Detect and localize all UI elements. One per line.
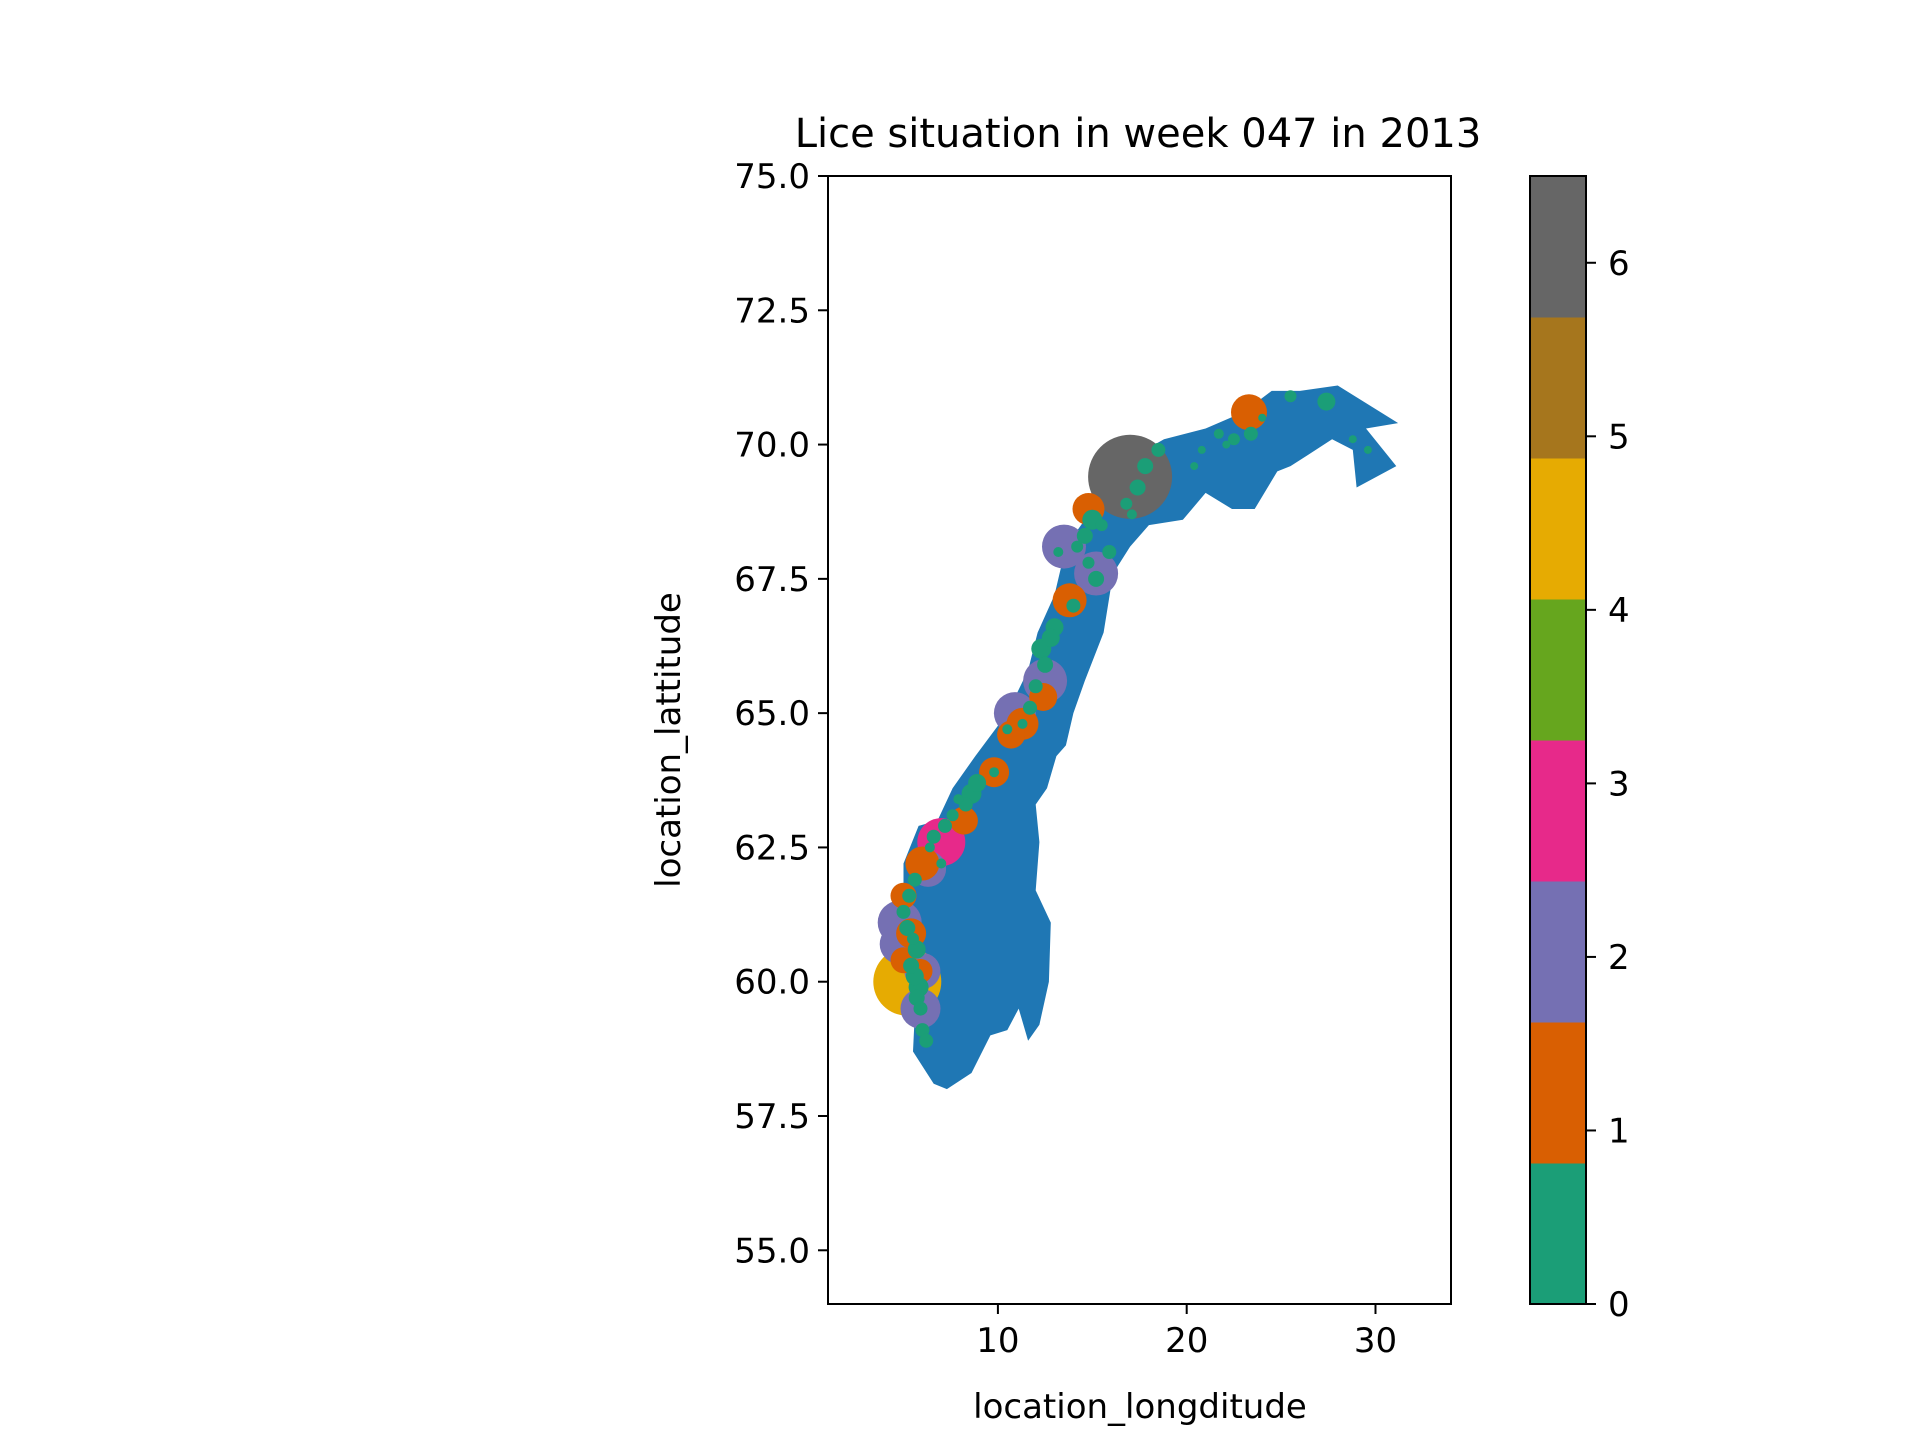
x-tick-label: 10 bbox=[976, 1321, 1019, 1361]
y-tick-label: 62.5 bbox=[734, 828, 810, 868]
plot-background bbox=[828, 176, 1451, 1304]
scatter-point bbox=[1227, 433, 1240, 446]
colorbar-band bbox=[1530, 458, 1586, 600]
land-polygon bbox=[901, 385, 1399, 1090]
scatter-point bbox=[1053, 547, 1064, 557]
scatter-point bbox=[1222, 440, 1231, 449]
scatter-point bbox=[1129, 479, 1146, 496]
scatter-point bbox=[919, 1033, 934, 1048]
colorbar-band bbox=[1530, 740, 1586, 882]
scatter-point bbox=[1042, 524, 1086, 569]
scatter-point bbox=[1243, 426, 1258, 441]
colorbar-tick-label: 2 bbox=[1608, 938, 1630, 978]
scatter-point bbox=[946, 809, 959, 822]
colorbar-band bbox=[1530, 1163, 1586, 1305]
scatter-point bbox=[902, 888, 917, 903]
colorbar-frame bbox=[1529, 175, 1587, 1305]
scatter-point bbox=[1037, 656, 1054, 673]
scatter-points bbox=[873, 390, 1372, 1048]
scatter-point bbox=[907, 932, 919, 945]
colorbar-band bbox=[1530, 881, 1586, 1023]
colorbar-tick-label: 1 bbox=[1608, 1111, 1630, 1151]
scatter-point bbox=[1197, 445, 1206, 454]
scatter-point bbox=[1076, 527, 1093, 544]
scatter-point bbox=[953, 794, 964, 805]
scatter-point bbox=[1126, 509, 1137, 520]
scatter-point bbox=[1017, 718, 1028, 729]
colorbar: 0 1 2 3 4 5 6 bbox=[1529, 175, 1630, 1325]
scatter-point bbox=[1102, 545, 1117, 559]
scatter-point bbox=[896, 904, 911, 919]
scatter-point bbox=[907, 940, 926, 959]
plot-frame bbox=[827, 175, 1452, 1305]
y-tick-label: 75.0 bbox=[734, 157, 810, 197]
chart-title: Lice situation in week 047 in 2013 bbox=[795, 111, 1482, 157]
scatter-point bbox=[1088, 570, 1105, 587]
colorbar-bands bbox=[1530, 176, 1586, 1305]
plot-area bbox=[827, 175, 1452, 1305]
scatter-point bbox=[1213, 428, 1224, 439]
scatter-point bbox=[1066, 598, 1081, 613]
scatter-point bbox=[936, 858, 947, 869]
scatter-point bbox=[989, 767, 1000, 778]
scatter-point bbox=[1041, 628, 1060, 647]
y-tick-label: 65.0 bbox=[734, 694, 810, 734]
scatter-point bbox=[1028, 679, 1043, 694]
scatter-point bbox=[1190, 462, 1199, 471]
scatter-point bbox=[1095, 519, 1108, 532]
y-tick-label: 60.0 bbox=[734, 963, 810, 1003]
y-tick-label: 72.5 bbox=[734, 291, 810, 331]
colorbar-band bbox=[1530, 599, 1586, 741]
scatter-point bbox=[1082, 556, 1095, 569]
scatter-point bbox=[1348, 435, 1357, 444]
scatter-point bbox=[1231, 394, 1267, 431]
scatter-point bbox=[1071, 540, 1084, 553]
colorbar-tick-label: 4 bbox=[1608, 591, 1630, 631]
x-tick-label: 20 bbox=[1165, 1321, 1208, 1361]
y-tick-label: 55.0 bbox=[734, 1231, 810, 1271]
scatter-point bbox=[907, 872, 922, 887]
scatter-point bbox=[1363, 445, 1372, 454]
x-axis-label: location_longditude bbox=[973, 1387, 1307, 1427]
scatter-point bbox=[938, 818, 952, 833]
x-tick-label: 30 bbox=[1354, 1321, 1397, 1361]
scatter-point bbox=[915, 1023, 930, 1038]
colorbar-band bbox=[1530, 317, 1586, 459]
colorbar-tick-label: 6 bbox=[1608, 244, 1630, 284]
scatter-point bbox=[903, 957, 920, 974]
scatter-point bbox=[1258, 413, 1267, 422]
y-tick-label: 57.5 bbox=[734, 1097, 810, 1137]
colorbar-tick-label: 0 bbox=[1608, 1285, 1630, 1325]
scatter-point bbox=[1002, 724, 1013, 735]
scatter-point bbox=[924, 842, 935, 853]
colorbar-tick-label: 3 bbox=[1608, 764, 1630, 804]
x-axis: 10 20 30 bbox=[976, 1304, 1397, 1361]
y-axis-label: location_lattitude bbox=[649, 592, 689, 888]
scatter-point bbox=[1023, 700, 1037, 715]
scatter-point bbox=[899, 920, 916, 936]
scatter-point bbox=[1151, 442, 1166, 457]
colorbar-band bbox=[1530, 1022, 1586, 1164]
scatter-point bbox=[1284, 390, 1297, 403]
scatter-point bbox=[968, 774, 987, 792]
y-tick-label: 70.0 bbox=[734, 426, 810, 466]
scatter-point bbox=[1088, 434, 1173, 519]
scatter-point bbox=[1120, 497, 1133, 510]
scatter-point bbox=[913, 1001, 928, 1016]
colorbar-ticks: 0 1 2 3 4 5 6 bbox=[1586, 244, 1630, 1325]
y-tick-label: 67.5 bbox=[734, 560, 810, 600]
scatter-point bbox=[1317, 392, 1336, 411]
colorbar-band bbox=[1530, 176, 1586, 318]
colorbar-tick-label: 5 bbox=[1608, 417, 1630, 457]
scatter-point bbox=[1137, 458, 1154, 475]
scatter-point bbox=[926, 829, 941, 844]
y-axis: 55.0 57.5 60.0 62.5 65.0 67.5 70.0 72.5 75.0 bbox=[734, 157, 828, 1271]
scatter-point bbox=[905, 846, 940, 881]
